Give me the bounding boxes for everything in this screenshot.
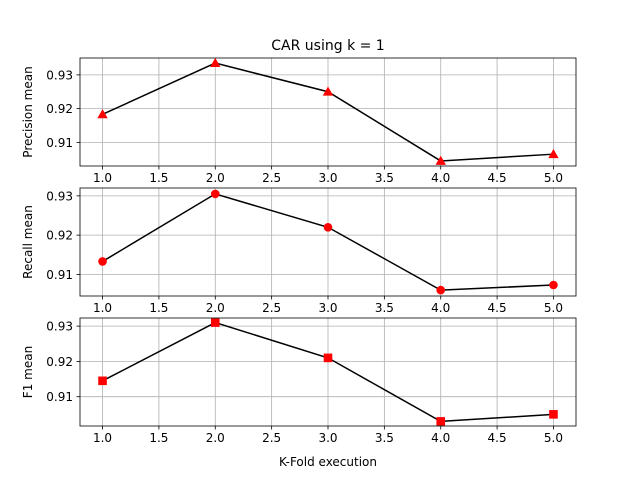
x-tick-label: 4.5 [488, 301, 507, 315]
x-tick-label: 2.5 [262, 301, 281, 315]
x-tick-label: 4.5 [488, 171, 507, 185]
x-tick-label: 1.0 [93, 431, 112, 445]
x-tick-label: 4.5 [488, 431, 507, 445]
x-tick-label: 2.0 [206, 301, 225, 315]
data-point-marker [98, 376, 107, 386]
data-point-marker [210, 57, 221, 67]
x-tick-label: 5.0 [544, 431, 563, 445]
x-tick-label: 2.5 [262, 171, 281, 185]
data-point-marker [436, 417, 446, 426]
y-tick-label: 0.92 [46, 102, 73, 116]
x-tick-label: 1.5 [149, 171, 168, 185]
y-tick-label: 0.93 [46, 189, 73, 203]
x-tick-label: 1.5 [149, 431, 168, 445]
x-tick-label: 1.0 [93, 301, 112, 315]
x-tick-label: 2.0 [206, 431, 225, 445]
subplot-2: 1.0 1.5 2.0 2.5 3.0 3.5 4.0 4.5 5.0 0.91 0.92 0.93 R… [21, 187, 577, 315]
y-axis-label: F1 mean [21, 346, 35, 398]
data-point-marker [435, 155, 446, 165]
axes-frame [79, 317, 577, 427]
x-tick-label: 3.0 [318, 171, 337, 185]
x-tick-label: 3.5 [375, 171, 394, 185]
x-tick-label: 3.5 [375, 431, 394, 445]
x-tick-label: 4.0 [431, 301, 450, 315]
data-point-marker [210, 318, 220, 327]
y-tick-label: 0.93 [46, 320, 73, 334]
y-axis-label: Recall mean [21, 205, 35, 279]
y-tick-label: 0.92 [46, 355, 73, 369]
x-tick-label: 3.0 [318, 301, 337, 315]
x-tick-label: 3.0 [318, 431, 337, 445]
y-tick-label: 0.91 [46, 268, 73, 282]
data-point-marker [549, 410, 558, 419]
axes-frame [79, 57, 577, 167]
data-point-marker [322, 86, 334, 96]
x-tick-label: 4.0 [431, 171, 450, 185]
y-tick-label: 0.91 [46, 136, 73, 150]
x-tick-label: 1.0 [93, 171, 112, 185]
x-tick-label: 2.0 [206, 171, 225, 185]
subplot-1: 1.0 1.5 2.0 2.5 3.0 3.5 4.0 4.5 5.0 0.91 0.92 0.93 P… [21, 57, 577, 185]
data-point-marker [97, 109, 108, 119]
subplot-3: 1.0 1.5 2.0 2.5 3.0 3.5 4.0 4.5 5.0 0.91 0.92 0.93 F… [21, 317, 577, 469]
data-point-marker [210, 189, 220, 199]
y-tick-label: 0.92 [46, 229, 73, 243]
data-point-marker [436, 285, 446, 295]
data-point-marker [323, 353, 333, 363]
axes-frame [79, 187, 577, 297]
x-tick-label: 4.0 [431, 431, 450, 445]
y-axis-label: Precision mean [21, 66, 35, 157]
x-tick-label: 5.0 [544, 301, 563, 315]
y-tick-label: 0.93 [46, 68, 73, 82]
x-axis-label: K-Fold execution [279, 455, 377, 469]
x-tick-label: 2.5 [262, 431, 281, 445]
x-tick-label: 1.5 [149, 301, 168, 315]
data-point-marker [548, 148, 559, 159]
x-tick-label: 3.5 [375, 301, 394, 315]
data-point-marker [98, 257, 107, 266]
chart-title: CAR using k = 1 [271, 38, 384, 54]
subplots: 1.0 1.5 2.0 2.5 3.0 3.5 4.0 4.5 5.0 0.91 0.92 0.93 P… [21, 57, 577, 469]
data-point-marker [549, 280, 558, 290]
y-tick-label: 0.91 [46, 390, 73, 404]
data-point-marker [323, 222, 333, 232]
x-tick-label: 5.0 [544, 171, 563, 185]
